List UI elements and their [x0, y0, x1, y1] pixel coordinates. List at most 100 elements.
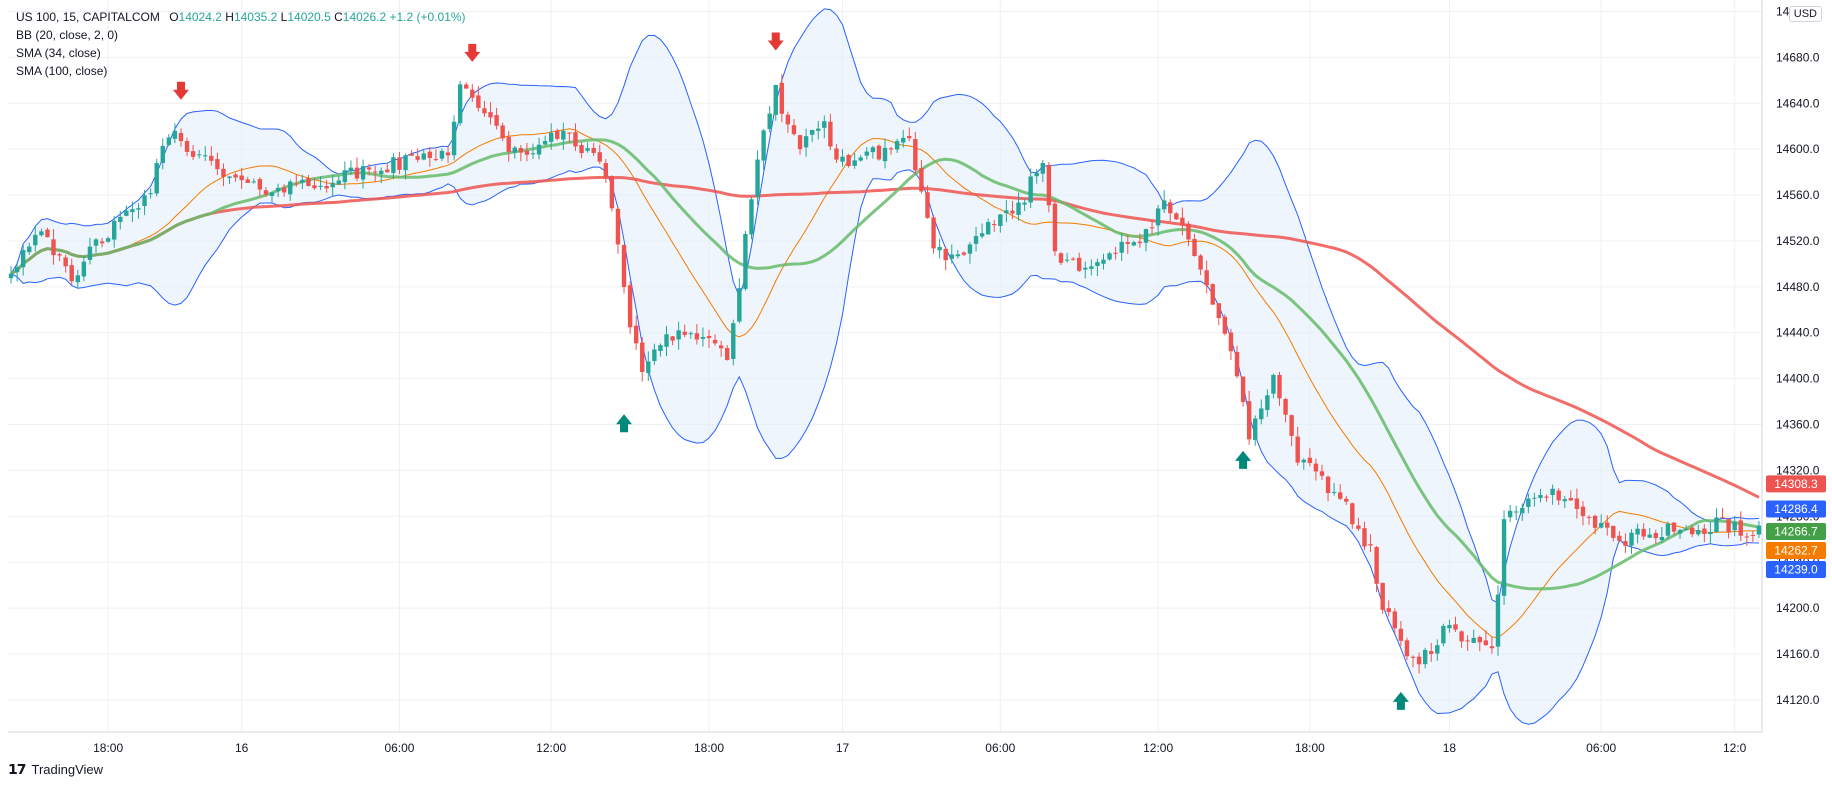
- y-tick-label: 14520.0: [1776, 234, 1820, 248]
- candle: [1447, 619, 1452, 633]
- candle-body: [500, 125, 505, 139]
- candle: [712, 334, 718, 346]
- indicator-bb-label[interactable]: BB (20, close, 2, 0): [16, 28, 119, 42]
- candle-body: [1550, 488, 1555, 495]
- candle-body: [791, 125, 797, 135]
- candle-body: [1568, 497, 1574, 501]
- candle-body: [1574, 498, 1580, 509]
- candle: [1708, 522, 1713, 545]
- candle-body: [1174, 213, 1179, 220]
- candle: [1629, 529, 1634, 554]
- candle-body: [385, 169, 390, 173]
- candle-body: [1471, 637, 1476, 643]
- candle: [1744, 532, 1750, 546]
- candle: [336, 175, 341, 185]
- candle-body: [1416, 656, 1422, 665]
- candle-body: [1077, 257, 1082, 271]
- candle: [834, 144, 839, 163]
- candle: [1641, 523, 1646, 540]
- candle-body: [1089, 266, 1094, 269]
- candle-body: [1271, 374, 1276, 394]
- candle: [221, 163, 226, 187]
- candle-body: [894, 141, 900, 150]
- candle-body: [555, 130, 560, 139]
- candle: [1192, 233, 1197, 257]
- candle-body: [1435, 645, 1440, 654]
- candle: [451, 115, 457, 161]
- candle-body: [476, 95, 481, 108]
- candle: [324, 179, 329, 193]
- candle: [1253, 415, 1258, 446]
- candle-body: [1696, 529, 1701, 535]
- candle: [1010, 200, 1015, 219]
- symbol-ohlc-row[interactable]: US 100, 15, CAPITALCOM O14024.2 H14035.2…: [16, 8, 466, 26]
- candle: [670, 335, 675, 346]
- candle-body: [1289, 415, 1294, 436]
- candle-body: [372, 171, 378, 173]
- candle-body: [682, 331, 687, 335]
- candle: [1083, 261, 1088, 279]
- candle: [1416, 652, 1422, 674]
- candle: [130, 201, 135, 223]
- indicator-sma34-label[interactable]: SMA (34, close): [16, 46, 101, 60]
- x-tick-label: 18: [1443, 741, 1457, 755]
- indicator-sma100-label[interactable]: SMA (100, close): [16, 64, 108, 78]
- candle: [1532, 492, 1537, 507]
- candle: [822, 115, 827, 139]
- candle: [1556, 488, 1561, 506]
- candle-body: [14, 267, 20, 273]
- candle: [45, 227, 50, 238]
- high-value: 14035.2: [233, 10, 278, 24]
- candle-body: [203, 155, 208, 157]
- candle: [1095, 258, 1100, 276]
- candle: [597, 144, 602, 164]
- candle-body: [834, 148, 839, 160]
- tradingview-brand[interactable]: 𝟭𝟳 TradingView: [8, 761, 103, 778]
- candle-body: [1410, 656, 1416, 658]
- candle: [439, 148, 445, 162]
- y-tick-label: 14600.0: [1776, 142, 1820, 156]
- candle: [397, 152, 402, 175]
- candle: [1465, 635, 1470, 651]
- candle-body: [1374, 546, 1379, 584]
- candle-body: [816, 128, 821, 131]
- candle: [1526, 493, 1531, 514]
- candle: [1295, 426, 1300, 466]
- candle: [184, 137, 190, 157]
- candle: [1307, 448, 1313, 467]
- candle-body: [1702, 528, 1707, 534]
- buy-signal-arrow-icon: [1235, 450, 1252, 469]
- symbol-label[interactable]: US 100, 15, CAPITALCOM: [16, 10, 160, 24]
- candle-body: [1058, 253, 1064, 263]
- candle-body: [567, 132, 572, 134]
- candle-body: [919, 168, 924, 192]
- candle: [263, 186, 269, 197]
- candle-body: [1683, 529, 1689, 531]
- candle: [142, 189, 147, 215]
- candle-body: [1107, 253, 1112, 260]
- currency-button[interactable]: USD: [1788, 6, 1822, 22]
- candle: [281, 184, 287, 197]
- candle-body: [1532, 497, 1537, 499]
- candle: [646, 351, 651, 381]
- y-tick-label: 14160.0: [1776, 647, 1820, 661]
- candle: [1234, 345, 1240, 379]
- candle: [1058, 252, 1064, 266]
- candle-body: [1690, 527, 1695, 535]
- candle: [245, 176, 250, 184]
- candle: [239, 167, 244, 189]
- candle-body: [209, 155, 214, 161]
- candle-body: [1623, 541, 1628, 546]
- candle: [1125, 234, 1130, 254]
- candle: [749, 197, 754, 240]
- candle: [1107, 251, 1112, 261]
- candle: [1131, 240, 1137, 247]
- candle-body: [579, 145, 584, 154]
- candle: [664, 326, 669, 357]
- candle-body: [876, 145, 882, 160]
- candle-body: [1611, 525, 1616, 538]
- candle: [797, 134, 803, 155]
- candle: [385, 164, 390, 173]
